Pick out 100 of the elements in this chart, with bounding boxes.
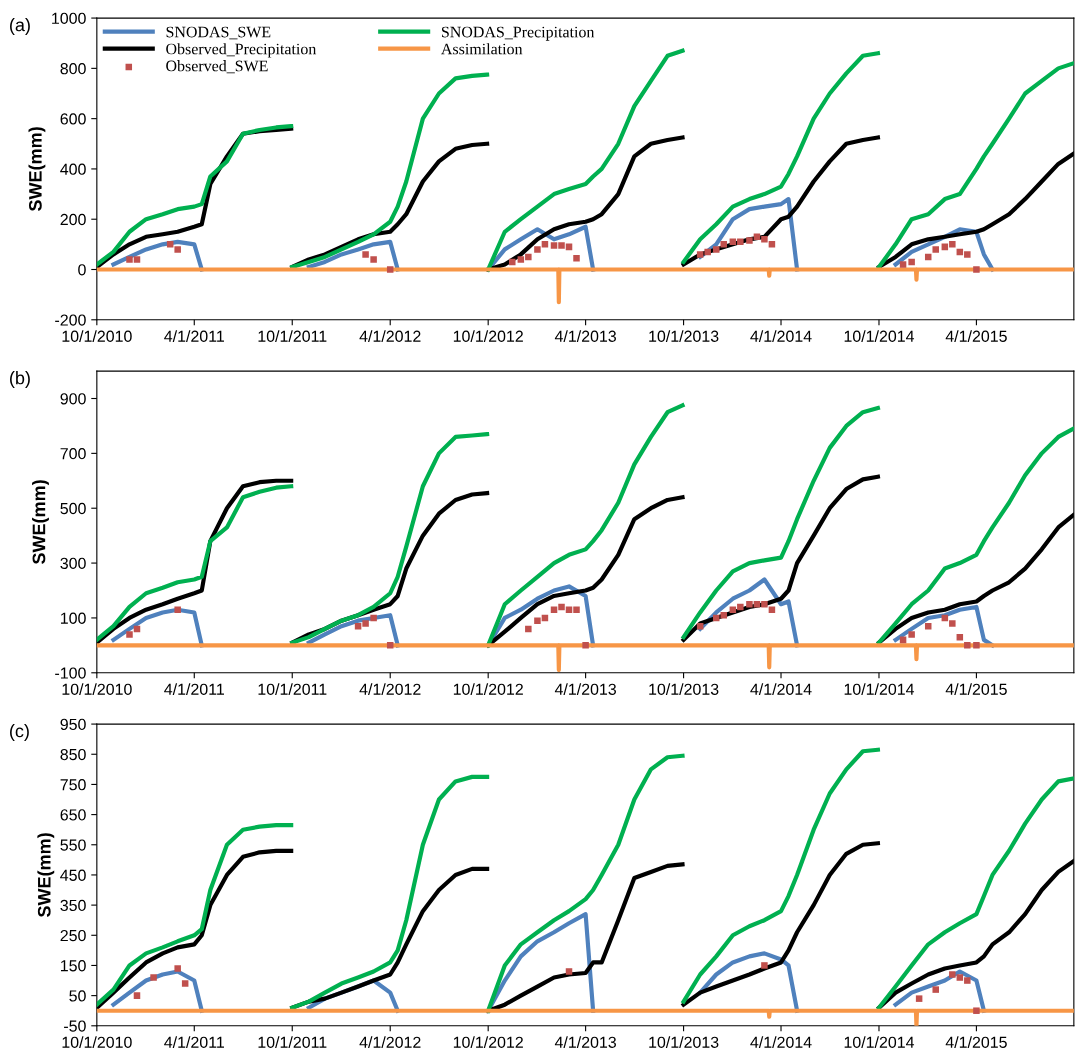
- legend-label: Observed_Precipitation: [166, 43, 317, 58]
- x-tick-label: 4/1/2014: [750, 1036, 812, 1048]
- point: [174, 965, 181, 972]
- x-tick-label: 4/1/2011: [164, 1036, 224, 1048]
- point: [517, 256, 525, 263]
- y-tick-label: 750: [60, 779, 86, 791]
- point: [550, 606, 558, 613]
- point: [696, 251, 704, 258]
- y-tick-label: 200: [60, 213, 86, 226]
- point: [746, 600, 753, 608]
- point: [761, 600, 768, 608]
- point: [362, 620, 369, 627]
- point: [558, 603, 565, 611]
- y-axis-title: SWE(mm): [32, 480, 49, 565]
- point: [720, 611, 727, 619]
- y-tick-label: 700: [60, 448, 86, 460]
- point: [737, 603, 744, 611]
- x-tick-label: 4/1/2015: [945, 1036, 1007, 1048]
- x-tick-label: 10/1/2011: [258, 683, 327, 695]
- y-axis-title: SWE(mm): [28, 127, 46, 212]
- point: [370, 614, 377, 622]
- point: [565, 606, 573, 613]
- point: [174, 246, 181, 253]
- point: [956, 974, 964, 981]
- point: [573, 254, 580, 262]
- y-tick-label: 600: [60, 113, 86, 125]
- point: [525, 625, 532, 633]
- y-tick-label: 450: [60, 869, 86, 881]
- y-axis-title: SWE(mm): [37, 833, 55, 918]
- y-tick-label: 950: [60, 718, 86, 731]
- x-tick-label: 4/1/2013: [554, 330, 616, 342]
- point: [181, 980, 189, 987]
- legend-label: Observed_SWE: [166, 60, 268, 74]
- x-tick-label: 10/1/2014: [844, 330, 915, 342]
- y-tick-label: 850: [60, 748, 86, 761]
- legend-label: Assimilation: [441, 43, 523, 55]
- point: [932, 246, 939, 253]
- y-tick-label: 50: [69, 990, 86, 1002]
- legend-label: SNODAS_Precipitation: [441, 26, 595, 41]
- chart-title: (b): [10, 371, 30, 388]
- point: [133, 992, 141, 999]
- point: [386, 642, 394, 649]
- point: [949, 241, 956, 248]
- x-tick-label: 10/1/2010: [62, 330, 132, 342]
- point: [174, 606, 181, 613]
- point: [899, 261, 907, 268]
- y-tick-label: 400: [60, 163, 86, 175]
- x-tick-label: 10/1/2013: [649, 683, 719, 695]
- x-tick-label: 4/1/2013: [554, 1036, 616, 1048]
- point: [964, 251, 971, 258]
- x-tick-label: 10/1/2010: [62, 1036, 132, 1048]
- x-tick-label: 4/1/2014: [750, 330, 812, 342]
- point: [964, 977, 971, 984]
- y-tick-label: 0: [78, 264, 86, 276]
- point: [126, 256, 133, 263]
- x-tick-label: 10/1/2013: [649, 330, 719, 342]
- point: [362, 251, 369, 258]
- point: [729, 606, 737, 613]
- point: [573, 606, 580, 613]
- point: [386, 266, 394, 273]
- point: [746, 237, 753, 244]
- point: [534, 246, 541, 253]
- y-tick-label: -50: [64, 1020, 86, 1032]
- y-tick-label: 100: [61, 612, 86, 624]
- y-tick-label: -100: [55, 667, 86, 679]
- x-tick-label: 10/1/2012: [453, 330, 523, 342]
- x-tick-label: 4/1/2011: [164, 330, 224, 342]
- point: [915, 995, 923, 1002]
- point: [704, 248, 711, 256]
- point: [370, 256, 377, 263]
- y-tick-label: 800: [60, 62, 86, 75]
- line-series: [96, 267, 1074, 305]
- point: [908, 631, 915, 638]
- point: [737, 238, 744, 246]
- chart-title: (c): [10, 724, 29, 741]
- x-tick-label: 10/1/2011: [258, 1036, 327, 1048]
- x-tick-label: 4/1/2012: [359, 330, 421, 342]
- point: [541, 241, 549, 248]
- x-tick-label: 4/1/2014: [750, 683, 812, 695]
- point: [973, 1007, 980, 1014]
- point: [768, 606, 776, 613]
- point: [550, 242, 558, 249]
- y-tick-label: -200: [55, 314, 86, 326]
- x-tick-label: 4/1/2011: [164, 683, 224, 695]
- y-tick-label: 550: [60, 839, 86, 851]
- point: [558, 242, 565, 249]
- point: [973, 266, 980, 273]
- legend-label: SNODAS_SWE: [166, 26, 271, 40]
- point: [150, 974, 157, 981]
- point: [534, 617, 541, 624]
- x-tick-label: 10/1/2010: [62, 683, 132, 695]
- point: [133, 256, 141, 263]
- x-tick-label: 10/1/2011: [258, 330, 327, 342]
- point: [949, 620, 956, 627]
- x-tick-label: 10/1/2012: [453, 1036, 523, 1048]
- y-tick-label: 300: [60, 557, 86, 570]
- point: [126, 631, 133, 638]
- y-tick-label: 1000: [52, 12, 86, 25]
- x-tick-label: 4/1/2013: [554, 683, 616, 695]
- point: [166, 241, 174, 248]
